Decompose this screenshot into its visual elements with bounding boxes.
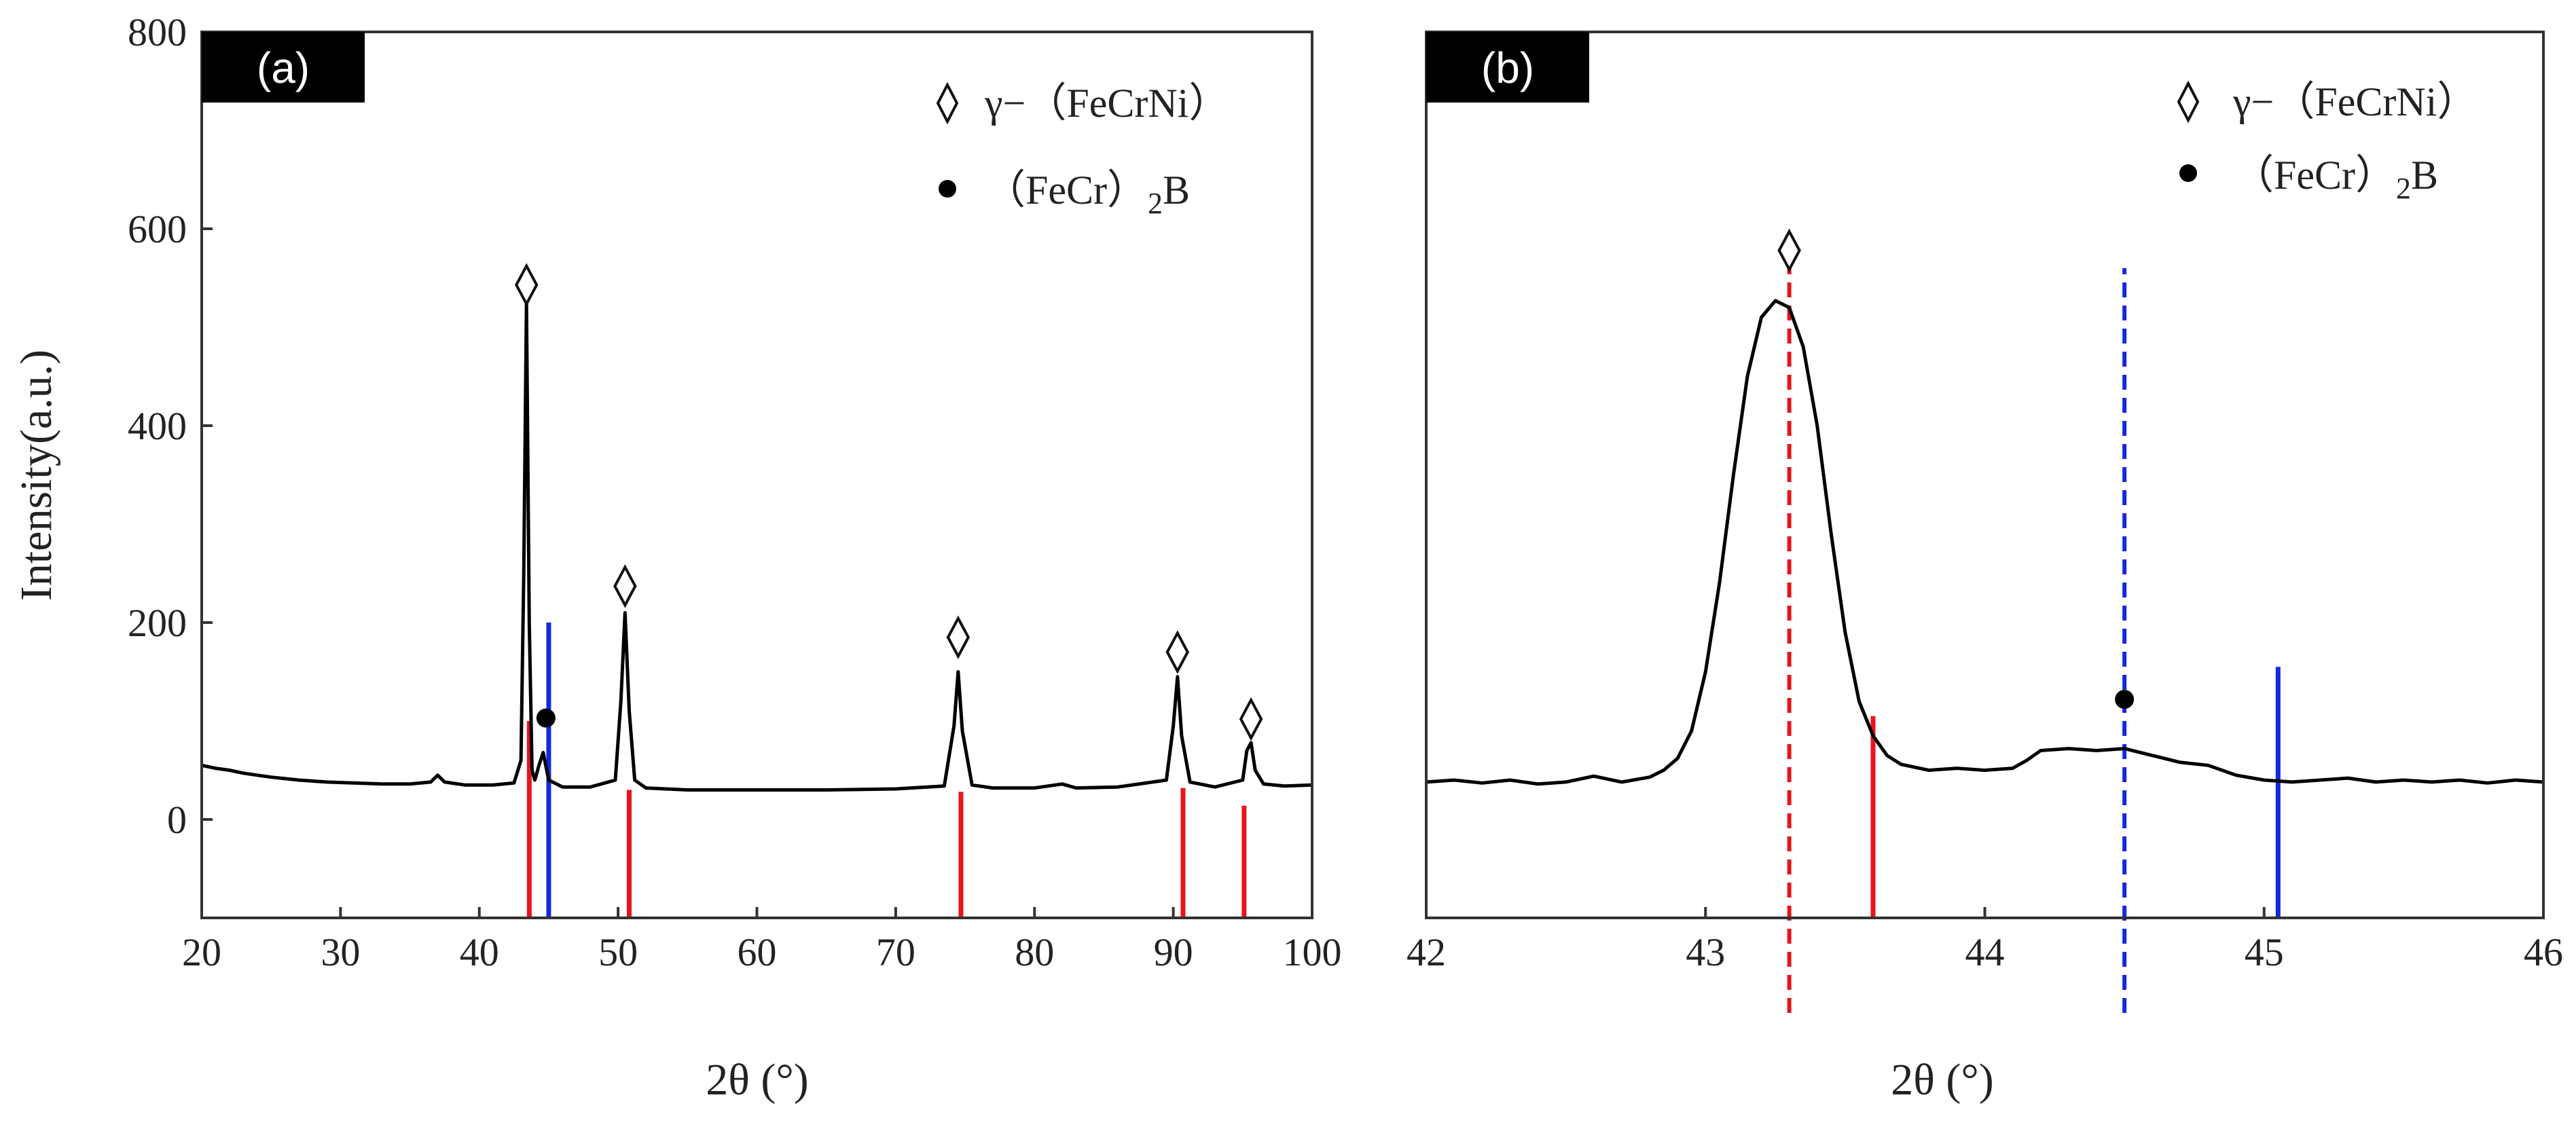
x-tick-label-b-1: 43 (1686, 930, 1725, 974)
plot-frame-b (1425, 31, 2545, 919)
legend-dot-icon-a (939, 180, 956, 198)
plot-area-a: 20 30 40 50 60 70 80 90 100 0 200 400 600 800 (128, 10, 1342, 974)
peak-marker-diamond-a-2 (613, 564, 637, 608)
legend-boride-sub-a: 2 (1148, 187, 1163, 220)
legend-boride-suffix-b: B (2411, 153, 2438, 198)
panel-a: 20 30 40 50 60 70 80 90 100 0 200 400 600 800 (a) Int… (12, 10, 1342, 1105)
x-tick-label-b-2: 44 (1965, 930, 2005, 974)
legend-label-gamma-a: γ−（FeCrNi） (984, 81, 1229, 126)
y-tick-label-a-3: 600 (128, 207, 187, 251)
legend-boride-suffix-a: B (1163, 168, 1190, 213)
peak-marker-diamond-a-5 (1239, 697, 1263, 741)
series-line-b-0 (1426, 299, 2544, 786)
y-tick-label-a-2: 400 (128, 404, 187, 448)
x-tick-label-b-3: 45 (2245, 930, 2284, 974)
plot-frame-a (200, 31, 1313, 919)
x-tick-label-a-7: 90 (1154, 930, 1193, 974)
peak-marker-diamond-a-3 (946, 615, 970, 659)
panel-label-b: (b) (1481, 43, 1534, 92)
legend-diamond-icon-b (2177, 80, 2200, 124)
peak-marker-diamond-b-0 (1777, 228, 1801, 273)
y-tick-label-a-1: 200 (128, 601, 187, 645)
peak-marker-diamond-a-0 (514, 263, 539, 307)
x-tick-label-b-0: 42 (1407, 930, 1446, 974)
x-tick-label-a-0: 20 (182, 930, 221, 974)
x-tick-label-a-8: 100 (1283, 930, 1342, 974)
plot-area-b: 42 43 44 45 46 (1407, 228, 2563, 1013)
legend-label-boride-a: （FeCr）2B (985, 168, 1190, 220)
panel-label-box-a (202, 32, 365, 103)
legend-label-boride-b: （FeCr）2B (2233, 153, 2438, 205)
x-tick-label-b-4: 46 (2524, 930, 2563, 974)
x-tick-label-a-4: 60 (738, 930, 777, 974)
x-tick-label-a-5: 70 (876, 930, 915, 974)
x-axis-title-b: 2θ (°) (1891, 1055, 1993, 1105)
x-tick-label-a-2: 40 (460, 930, 499, 974)
peak-marker-diamond-a-4 (1165, 630, 1190, 674)
legend-label-gamma-b: γ−（FeCrNi） (2232, 79, 2478, 124)
x-axis-title-a: 2θ (°) (706, 1055, 808, 1105)
y-axis-title-a: Intensity(a.u.) (12, 350, 61, 601)
x-tick-label-a-1: 30 (321, 930, 360, 974)
legend-b: γ−（FeCrNi） （FeCr）2B (2177, 79, 2478, 205)
x-tick-label-a-3: 50 (598, 930, 638, 974)
peak-marker-dot-b-1 (2115, 690, 2135, 709)
legend-a: γ−（FeCrNi） （FeCr）2B (936, 81, 1229, 220)
legend-diamond-icon-a (936, 81, 959, 125)
panel-label-a: (a) (257, 43, 310, 92)
series-line-a-0 (201, 301, 1313, 792)
y-tick-label-a-0: 0 (167, 798, 187, 842)
peak-marker-dot-a-1 (536, 708, 556, 728)
legend-boride-main-a: （FeCr） (985, 168, 1148, 213)
legend-dot-icon-b (2179, 164, 2197, 182)
y-tick-label-a-4: 800 (128, 10, 187, 54)
panel-label-box-b (1426, 32, 1589, 103)
x-tick-label-a-6: 80 (1015, 930, 1054, 974)
legend-boride-main-b: （FeCr） (2233, 153, 2396, 198)
panel-b: 42 43 44 45 46 (b) 2θ (°) γ−（FeCrNi） （FeCr）2… (1407, 31, 2563, 1105)
legend-boride-sub-b: 2 (2396, 172, 2411, 205)
